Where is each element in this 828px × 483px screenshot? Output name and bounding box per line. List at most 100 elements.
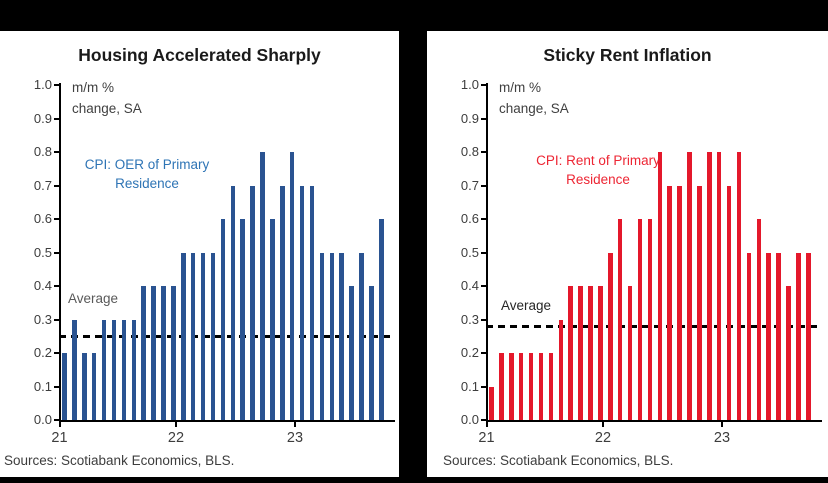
bar	[528, 353, 534, 420]
bar	[568, 286, 573, 420]
bar	[578, 286, 583, 420]
bar	[91, 353, 97, 420]
y-axis-line	[59, 83, 61, 422]
chart-title: Sticky Rent Inflation	[543, 45, 712, 65]
y-axis-tick	[481, 419, 486, 421]
y-axis-tick	[54, 84, 59, 86]
y-tick-label: 0.6	[460, 211, 479, 226]
y-axis-tick	[481, 352, 486, 354]
bar	[548, 353, 554, 420]
bar	[250, 185, 255, 420]
bar	[151, 286, 156, 420]
bar	[190, 252, 196, 420]
bar	[806, 252, 811, 420]
x-axis-tick	[602, 422, 604, 427]
y-axis-tick	[481, 184, 486, 187]
bar	[171, 286, 176, 420]
chart-rent: Sticky Rent Inflation m/m % change, SA C…	[427, 31, 828, 477]
x-axis-tick	[294, 422, 296, 427]
bar	[161, 286, 166, 420]
bar	[538, 353, 544, 420]
y-tick-label: 0.1	[33, 378, 52, 394]
y-axis-tick	[481, 84, 486, 86]
y-tick-label: 0.0	[460, 412, 479, 427]
y-tick-label: 0.7	[460, 177, 479, 193]
x-axis-tick	[58, 422, 61, 427]
y-axis-tick	[54, 385, 59, 388]
bar	[786, 286, 791, 420]
y-axis-tick	[54, 318, 59, 321]
bar	[746, 252, 752, 420]
bar	[379, 219, 384, 420]
bar	[608, 252, 613, 420]
x-tick-label: 23	[713, 430, 731, 446]
bar	[558, 319, 564, 420]
bar	[299, 185, 305, 420]
bar	[369, 286, 374, 420]
x-axis-tick	[175, 422, 177, 427]
average-label: Average	[501, 298, 552, 313]
bar	[240, 219, 245, 420]
bar	[329, 252, 335, 420]
series-label: CPI: OER of Primary Residence	[84, 157, 210, 191]
y-tick-label: 0.3	[33, 311, 52, 327]
y-axis-tick	[54, 419, 59, 421]
bar	[220, 219, 226, 420]
bar	[101, 319, 107, 420]
y-tick-label: 0.4	[460, 278, 479, 293]
bar	[489, 386, 494, 420]
bar	[131, 319, 137, 420]
y-tick-label: 0.2	[460, 345, 479, 360]
y-axis-tick	[481, 151, 486, 153]
bar	[82, 353, 87, 420]
bar	[707, 152, 712, 420]
y-axis-tick	[54, 285, 59, 287]
x-tick-label: 22	[167, 430, 185, 446]
bar	[349, 286, 354, 420]
y-tick-label: 0.9	[460, 110, 479, 126]
y-axis-tick	[481, 117, 486, 120]
bar	[627, 286, 633, 420]
y-tick-label: 0.5	[460, 244, 479, 260]
y-axis-tick	[54, 151, 59, 153]
bar	[359, 252, 364, 420]
x-axis-tick	[721, 422, 723, 427]
chart-title: Housing Accelerated Sharply	[78, 45, 321, 65]
chart-oer-housing: Housing Accelerated Sharply m/m % change…	[0, 31, 399, 477]
axis-unit-label: m/m % change, SA	[499, 80, 569, 116]
x-axis-line	[59, 420, 395, 422]
bar	[280, 185, 285, 420]
bar	[677, 185, 682, 420]
axis-unit-label: m/m % change, SA	[72, 80, 142, 116]
bar	[270, 219, 275, 420]
bar	[509, 353, 514, 420]
y-axis-tick	[54, 251, 59, 254]
bar	[230, 185, 236, 420]
bar	[200, 252, 206, 420]
x-axis-line	[486, 420, 822, 422]
bar	[260, 152, 265, 420]
y-tick-label: 0.0	[33, 412, 52, 427]
bar	[726, 185, 732, 420]
y-tick-label: 0.4	[33, 278, 52, 293]
bar	[518, 353, 524, 420]
y-tick-label: 0.2	[33, 345, 52, 360]
y-axis-tick	[54, 117, 59, 120]
bar	[598, 286, 603, 420]
bar	[289, 152, 295, 420]
bar	[647, 219, 653, 420]
bar	[588, 286, 593, 420]
x-axis-tick	[485, 422, 488, 427]
bar	[637, 219, 643, 420]
bar	[796, 252, 801, 420]
bar	[736, 152, 742, 420]
y-tick-label: 0.3	[460, 311, 479, 327]
y-tick-label: 0.1	[460, 378, 479, 394]
bar	[141, 286, 146, 420]
chart-divider-bar	[399, 0, 427, 483]
bar	[319, 252, 325, 420]
x-tick-label: 23	[286, 430, 304, 446]
y-tick-label: 0.5	[33, 244, 52, 260]
bar	[72, 319, 77, 420]
